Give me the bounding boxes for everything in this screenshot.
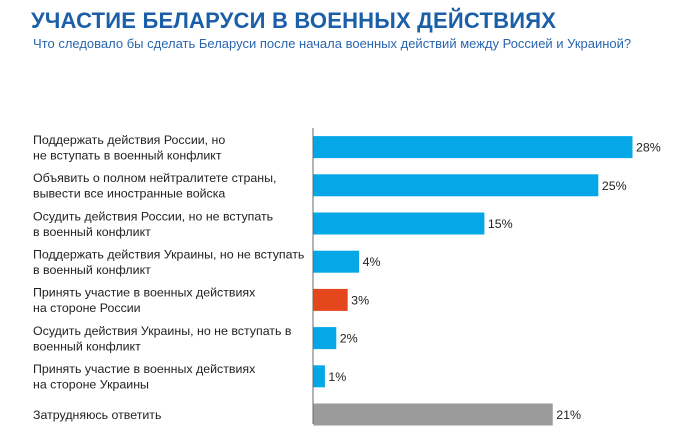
value-label-6: 1% bbox=[328, 370, 346, 384]
bar-3 bbox=[313, 250, 360, 273]
bar-5 bbox=[313, 327, 337, 350]
category-label-7: Затрудняюсь ответить bbox=[33, 408, 161, 422]
category-label-1: Объявить о полном нейтралитете страны, вы… bbox=[33, 171, 276, 201]
category-label-0: Поддержать действия России, но не вступат… bbox=[33, 133, 225, 163]
value-label-7: 21% bbox=[556, 408, 581, 422]
value-label-1: 25% bbox=[602, 179, 627, 193]
value-label-2: 15% bbox=[488, 217, 513, 231]
chart-title: УЧАСТИЕ БЕЛАРУСИ В ВОЕННЫХ ДЕЙСТВИЯХ bbox=[31, 8, 557, 33]
bar-6 bbox=[313, 365, 325, 388]
category-label-2: Осудить действия России, но не вступать в… bbox=[33, 209, 273, 239]
bar-7 bbox=[313, 403, 553, 426]
value-label-0: 28% bbox=[636, 141, 661, 155]
chart-subtitle: Что следовало бы сделать Беларуси после … bbox=[33, 36, 632, 51]
value-label-4: 3% bbox=[351, 293, 369, 307]
value-label-5: 2% bbox=[340, 332, 358, 346]
category-label-4: Принять участие в военных действиях на ст… bbox=[33, 286, 256, 316]
category-label-3: Поддержать действия Украины, но не вступ… bbox=[33, 247, 304, 277]
bar-4 bbox=[313, 288, 348, 311]
bar-1 bbox=[313, 174, 599, 197]
bar-2 bbox=[313, 212, 485, 235]
bar-0 bbox=[313, 136, 633, 159]
category-label-6: Принять участие в военных действиях на ст… bbox=[33, 362, 256, 392]
value-label-3: 4% bbox=[363, 255, 381, 269]
category-label-5: Осудить действия Украины, но не вступать… bbox=[33, 324, 292, 354]
